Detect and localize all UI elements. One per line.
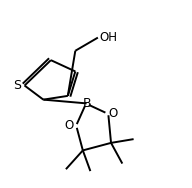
Text: O: O bbox=[65, 119, 74, 132]
Text: OH: OH bbox=[100, 31, 118, 44]
Text: O: O bbox=[109, 107, 118, 120]
Text: B: B bbox=[82, 97, 91, 110]
Text: S: S bbox=[13, 79, 21, 92]
